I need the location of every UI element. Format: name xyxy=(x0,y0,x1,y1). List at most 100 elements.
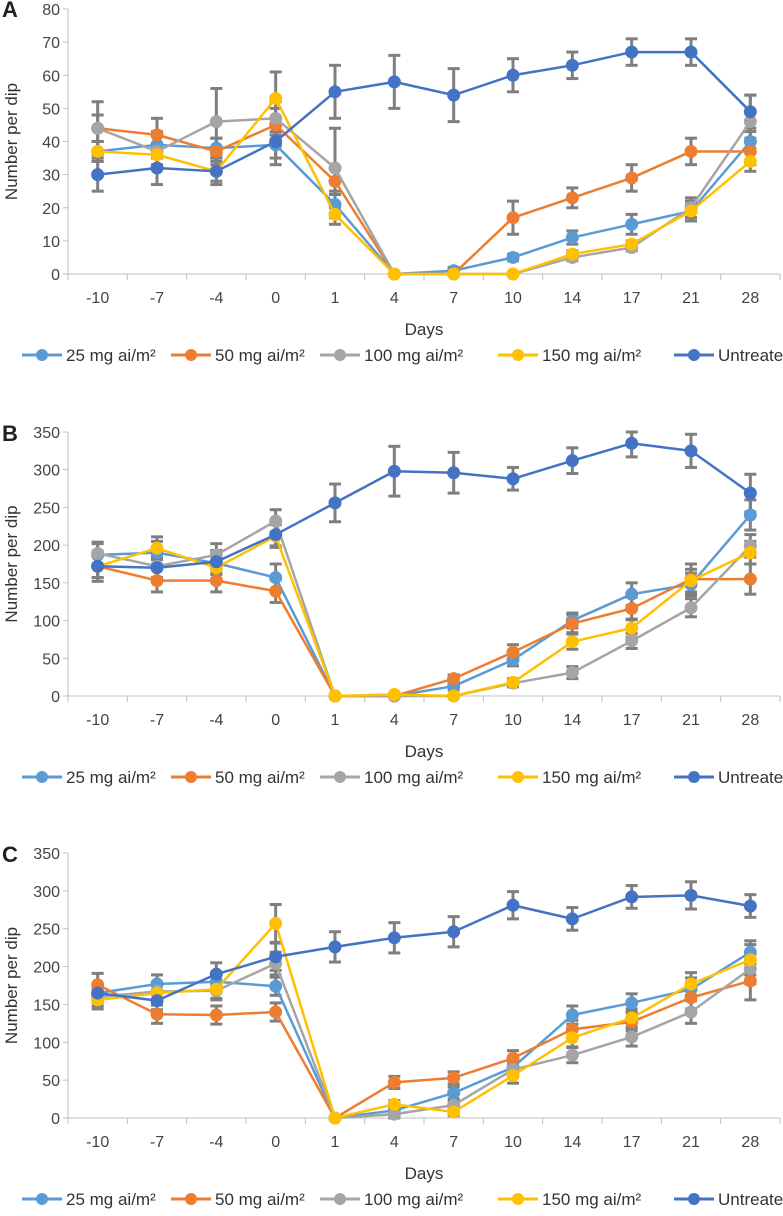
data-point xyxy=(506,267,520,281)
legend-label: 150 mg ai/m² xyxy=(542,1190,642,1209)
x-tick-label: 14 xyxy=(563,1134,581,1151)
panel-label: C xyxy=(2,842,18,867)
data-point xyxy=(506,675,520,689)
series-line xyxy=(97,50,752,176)
x-tick-label: -10 xyxy=(86,290,109,307)
series-150-mg-ai-m xyxy=(91,91,757,281)
x-tick-label: 28 xyxy=(741,290,759,307)
legend-label: Untreated xyxy=(718,768,783,787)
data-point xyxy=(209,164,223,178)
legend-swatch-marker xyxy=(688,1193,700,1205)
y-tick-label: 100 xyxy=(33,1035,60,1052)
y-tick-label: 50 xyxy=(42,1073,60,1090)
x-tick-label: -4 xyxy=(209,1134,223,1151)
data-point xyxy=(743,486,757,500)
x-tick-label: 17 xyxy=(623,290,641,307)
data-point xyxy=(91,121,105,135)
series-line xyxy=(97,519,752,698)
data-point xyxy=(209,555,223,569)
x-tick-label: 21 xyxy=(682,712,700,729)
x-axis-title: Days xyxy=(405,320,444,339)
y-tick-label: 200 xyxy=(33,538,60,555)
legend-label: 25 mg ai/m² xyxy=(66,346,156,365)
legend-swatch-marker xyxy=(688,349,700,361)
data-point xyxy=(387,75,401,89)
data-point xyxy=(209,1008,223,1022)
x-tick-label: 0 xyxy=(271,712,280,729)
legend-swatch-marker xyxy=(36,349,48,361)
y-axis-title: Number per dip xyxy=(2,83,21,200)
data-point xyxy=(150,574,164,588)
data-point xyxy=(269,584,283,598)
data-point xyxy=(684,977,698,991)
legend-label: Untreated xyxy=(718,1190,783,1209)
data-point xyxy=(565,1008,579,1022)
data-point xyxy=(684,204,698,218)
series-line xyxy=(97,140,752,276)
series-100-mg-ai-m xyxy=(91,111,757,281)
data-point xyxy=(328,161,342,175)
error-bars-untreated xyxy=(91,37,757,193)
legend-label: 25 mg ai/m² xyxy=(66,768,156,787)
data-point xyxy=(684,601,698,615)
data-point xyxy=(328,689,342,703)
data-point xyxy=(506,250,520,264)
data-point xyxy=(269,979,283,993)
data-point xyxy=(565,912,579,926)
data-point xyxy=(387,1075,401,1089)
series-line xyxy=(97,565,751,698)
series-line xyxy=(97,534,751,698)
y-tick-label: 350 xyxy=(33,425,60,442)
series-line xyxy=(97,979,751,1120)
data-point xyxy=(625,45,639,59)
x-tick-label: -7 xyxy=(150,290,164,307)
x-tick-label: 1 xyxy=(331,712,340,729)
data-point xyxy=(447,88,461,102)
y-tick-label: 200 xyxy=(33,960,60,977)
x-tick-label: 28 xyxy=(741,1134,759,1151)
data-point xyxy=(328,85,342,99)
legend-swatch-marker xyxy=(512,1193,524,1205)
data-point xyxy=(209,982,223,996)
data-point xyxy=(387,931,401,945)
legend-label: 100 mg ai/m² xyxy=(364,1190,464,1209)
series-untreated xyxy=(91,888,757,1008)
x-tick-label: 7 xyxy=(449,290,458,307)
data-point xyxy=(625,237,639,251)
legend-swatch-marker xyxy=(334,771,346,783)
legend-swatch-marker xyxy=(185,771,197,783)
x-tick-label: 10 xyxy=(504,290,522,307)
error-bars-50-mg-ai-m xyxy=(91,106,757,236)
data-point xyxy=(269,950,283,964)
data-point xyxy=(743,572,757,586)
y-tick-label: 300 xyxy=(33,884,60,901)
data-point xyxy=(91,168,105,182)
series-line xyxy=(97,442,752,570)
legend-label: 100 mg ai/m² xyxy=(364,346,464,365)
x-tick-label: -7 xyxy=(150,1134,164,1151)
y-tick-label: 150 xyxy=(33,576,60,593)
data-point xyxy=(209,967,223,981)
data-point xyxy=(269,111,283,125)
data-point xyxy=(743,953,757,967)
data-point xyxy=(387,464,401,478)
data-point xyxy=(506,898,520,912)
data-point xyxy=(565,247,579,261)
data-point xyxy=(684,991,698,1005)
y-tick-label: 30 xyxy=(42,168,60,185)
data-point xyxy=(150,148,164,162)
data-point xyxy=(150,1007,164,1021)
data-point xyxy=(447,1071,461,1085)
data-point xyxy=(269,135,283,148)
data-point xyxy=(565,666,579,680)
y-tick-label: 0 xyxy=(51,689,60,706)
series-50-mg-ai-m xyxy=(91,118,757,281)
y-tick-label: 0 xyxy=(51,267,60,284)
data-point xyxy=(209,574,223,588)
legend-label: 50 mg ai/m² xyxy=(215,346,305,365)
series-line xyxy=(97,514,752,698)
y-tick-label: 70 xyxy=(42,35,60,52)
data-point xyxy=(91,559,105,573)
